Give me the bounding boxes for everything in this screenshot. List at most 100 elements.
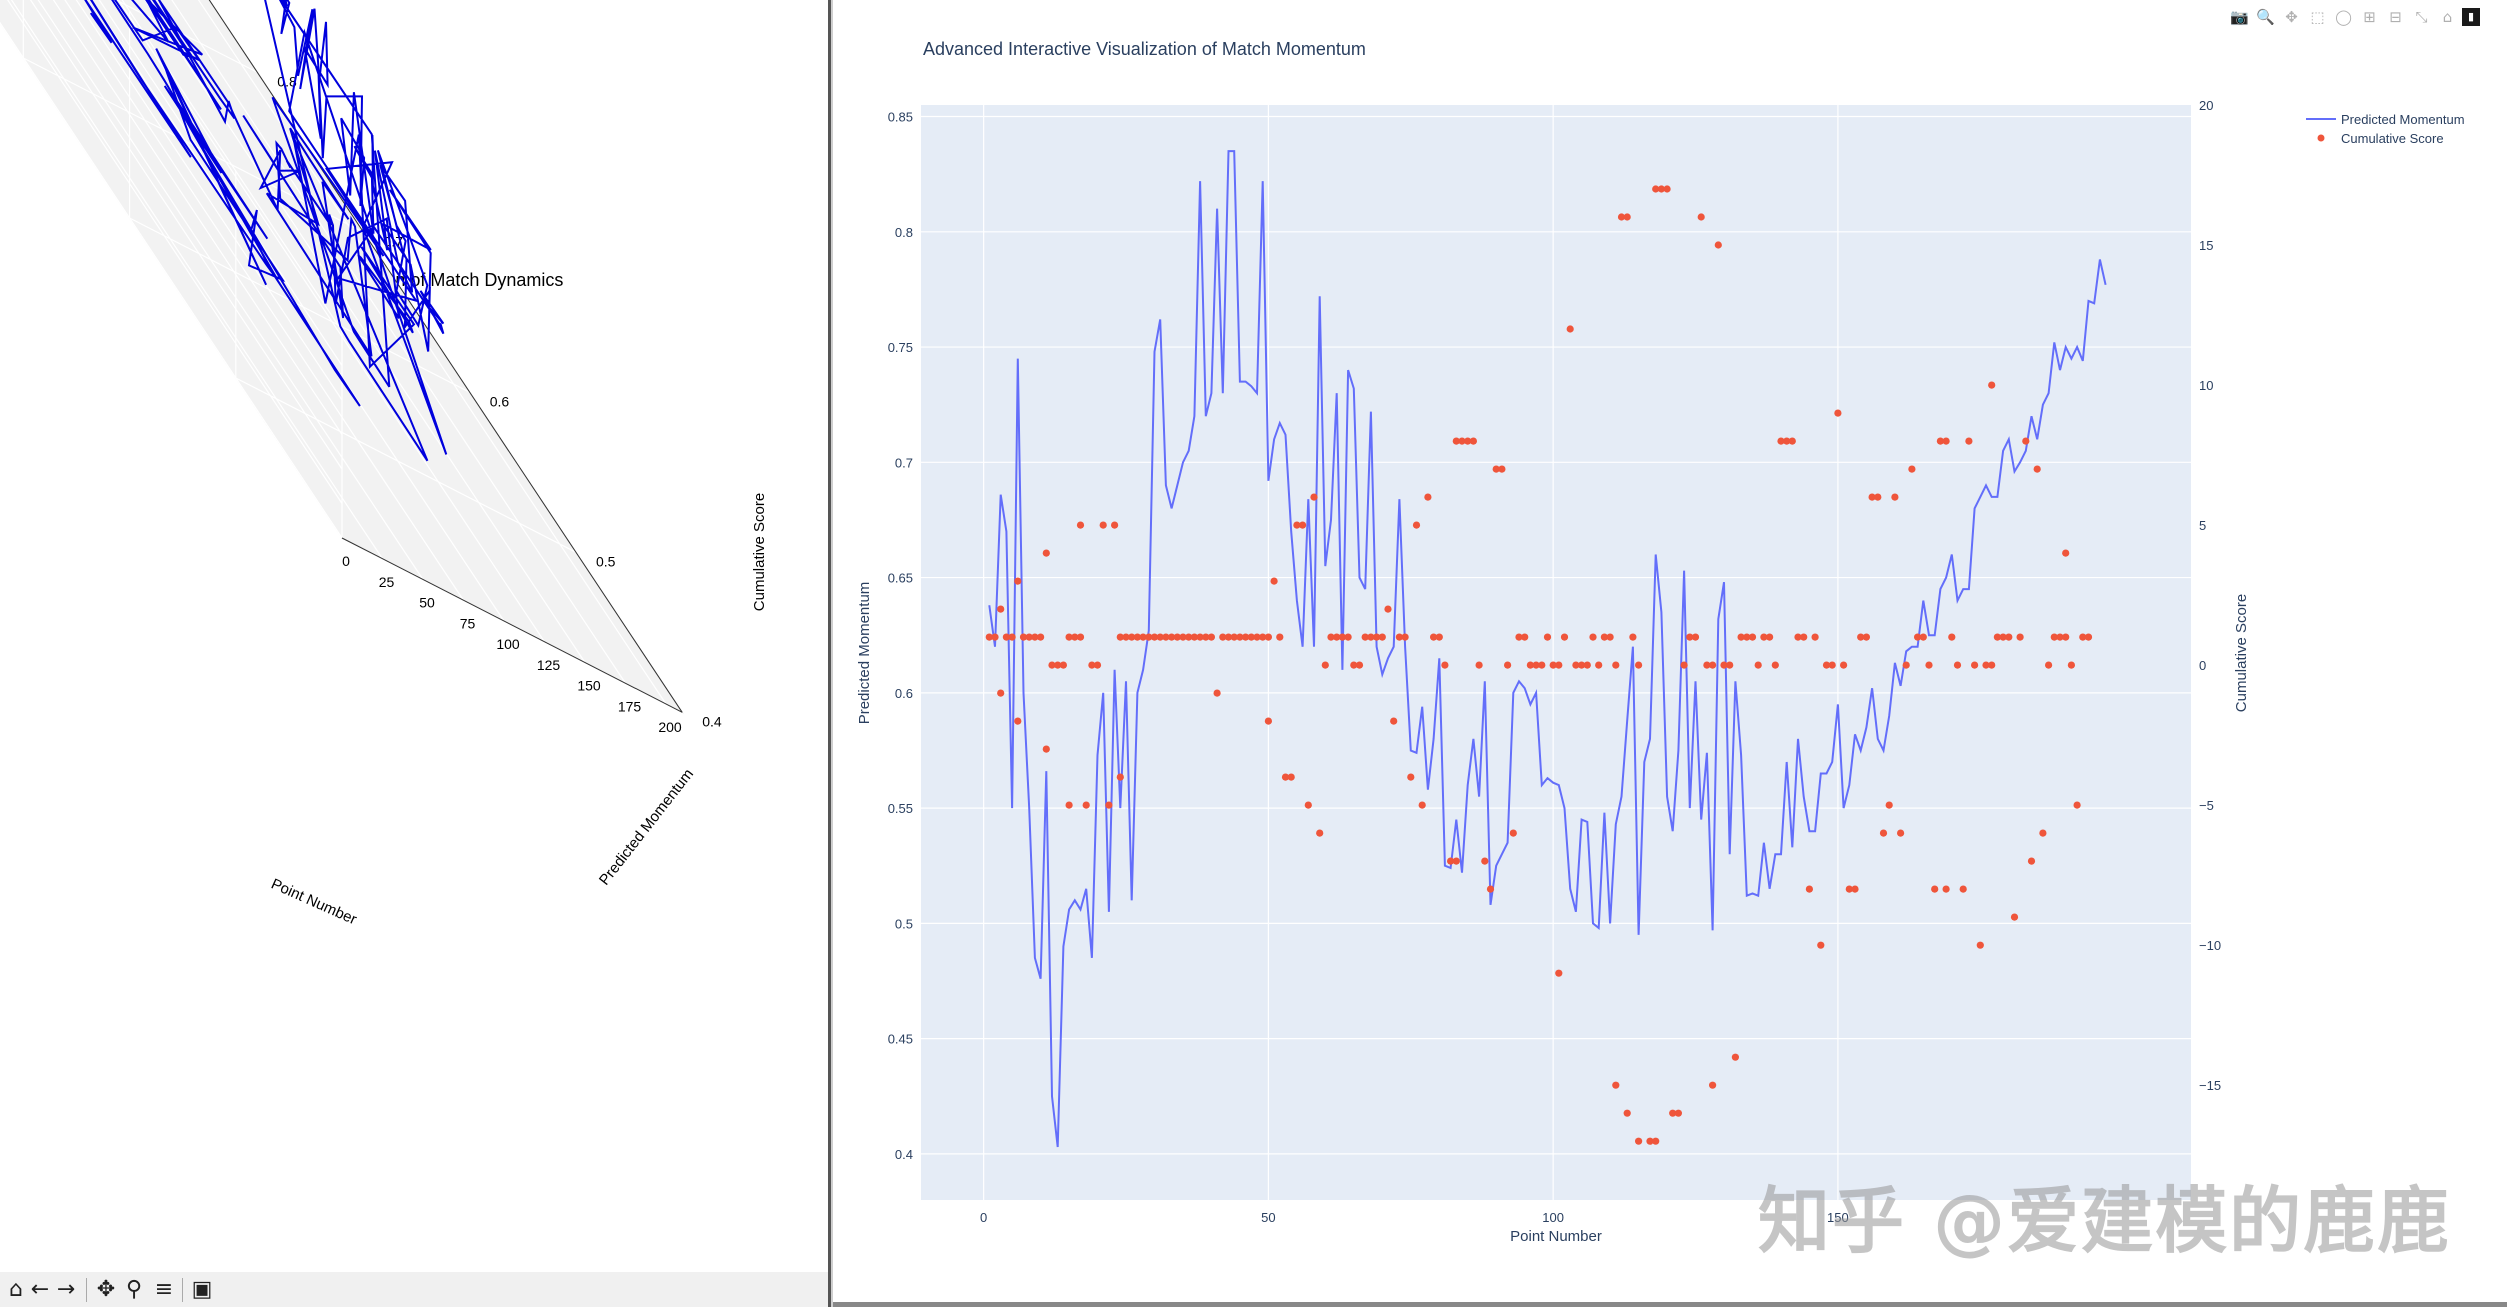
score-point[interactable] (1578, 661, 1586, 669)
score-point[interactable] (997, 605, 1005, 613)
score-point[interactable] (1458, 437, 1466, 445)
score-point[interactable] (1543, 633, 1552, 641)
score-point[interactable] (1936, 437, 1944, 445)
score-point[interactable] (1840, 661, 1848, 669)
score-point[interactable] (1464, 437, 1472, 445)
legend-item-cumulative-score[interactable]: Cumulative Score (2341, 131, 2444, 146)
score-point[interactable] (1560, 633, 1569, 641)
zoom-out-icon[interactable]: ⊟ (2389, 8, 2402, 26)
score-point[interactable] (2033, 465, 2041, 473)
score-point[interactable] (1783, 437, 1791, 445)
score-point[interactable] (1600, 633, 1608, 641)
score-point[interactable] (1253, 633, 1261, 641)
score-point[interactable] (1498, 465, 1506, 473)
score-point[interactable] (1430, 633, 1438, 641)
score-point[interactable] (1304, 801, 1312, 809)
score-point[interactable] (1788, 437, 1796, 445)
zoom-icon[interactable]: 🔍 (2256, 8, 2275, 26)
predicted-momentum-line[interactable] (988, 150, 2107, 1148)
score-point[interactable] (1652, 1137, 1660, 1145)
score-point[interactable] (2022, 437, 2030, 445)
score-point[interactable] (1720, 661, 1728, 669)
score-point[interactable] (1874, 493, 1882, 501)
score-point[interactable] (2050, 633, 2058, 641)
score-point[interactable] (1156, 633, 1164, 641)
score-point[interactable] (1492, 465, 1500, 473)
cumulative-score-markers[interactable] (985, 185, 2093, 1145)
score-point[interactable] (2079, 633, 2087, 641)
save-icon[interactable]: ▣ (191, 1277, 213, 1302)
score-point[interactable] (2062, 633, 2070, 641)
score-point[interactable] (1281, 773, 1290, 781)
score-point[interactable] (1885, 801, 1893, 809)
score-point[interactable] (2005, 633, 2013, 641)
score-point[interactable] (1697, 213, 1705, 221)
score-point[interactable] (2067, 661, 2075, 669)
score-point[interactable] (1168, 633, 1176, 641)
pan-icon[interactable]: ✥ (96, 1277, 116, 1302)
score-point[interactable] (1452, 857, 1460, 865)
score-point[interactable] (1606, 633, 1614, 641)
score-point[interactable] (1378, 633, 1386, 641)
pan-icon[interactable]: ✥ (2285, 8, 2298, 26)
score-point[interactable] (1897, 829, 1905, 837)
score-point[interactable] (991, 633, 999, 641)
score-point[interactable] (1373, 633, 1381, 641)
score-point[interactable] (1065, 633, 1073, 641)
box-select-icon[interactable]: ⬚ (2310, 8, 2325, 26)
score-point[interactable] (1942, 437, 1950, 445)
score-point[interactable] (1674, 1109, 1682, 1117)
score-point[interactable] (1635, 661, 1643, 669)
score-point[interactable] (1207, 633, 1215, 641)
score-point[interactable] (1589, 633, 1597, 641)
score-point[interactable] (1526, 661, 1534, 669)
score-point[interactable] (1766, 633, 1774, 641)
score-point[interactable] (1549, 661, 1557, 669)
score-point[interactable] (1088, 661, 1096, 669)
score-point[interactable] (1116, 633, 1124, 641)
score-point[interactable] (1179, 633, 1187, 641)
score-point[interactable] (1691, 633, 1700, 641)
score-point[interactable] (1264, 633, 1272, 641)
score-point[interactable] (1760, 633, 1768, 641)
score-point[interactable] (1811, 633, 1819, 641)
score-point[interactable] (1190, 633, 1198, 641)
score-point[interactable] (1771, 661, 1779, 669)
score-point[interactable] (1737, 633, 1745, 641)
score-point[interactable] (1669, 1109, 1677, 1117)
score-point[interactable] (1748, 633, 1757, 641)
score-point[interactable] (1583, 661, 1591, 669)
score-point[interactable] (1310, 493, 1318, 501)
score-point[interactable] (1145, 633, 1153, 641)
score-point[interactable] (1612, 661, 1620, 669)
score-point[interactable] (1868, 493, 1876, 501)
score-point[interactable] (1361, 633, 1369, 641)
score-point[interactable] (1657, 185, 1665, 193)
score-point[interactable] (1879, 829, 1888, 837)
score-point[interactable] (1965, 437, 1973, 445)
score-point[interactable] (1219, 633, 1227, 641)
score-point[interactable] (1270, 577, 1278, 585)
score-point[interactable] (1635, 1137, 1643, 1145)
back-arrow-icon[interactable]: ← (30, 1277, 50, 1302)
score-point[interactable] (1185, 633, 1193, 641)
score-point[interactable] (1475, 661, 1483, 669)
score-point[interactable] (1993, 633, 2001, 641)
score-point[interactable] (1777, 437, 1785, 445)
score-point[interactable] (1418, 801, 1426, 809)
score-point[interactable] (1834, 409, 1842, 417)
score-point[interactable] (1173, 633, 1181, 641)
score-point[interactable] (1743, 633, 1751, 641)
score-point[interactable] (1652, 185, 1660, 193)
score-point[interactable] (1509, 829, 1517, 837)
score-point[interactable] (1042, 745, 1050, 753)
score-point[interactable] (1435, 633, 1443, 641)
score-point[interactable] (1452, 437, 1460, 445)
score-point[interactable] (1424, 493, 1432, 501)
autoscale-icon[interactable]: ⤡ (2415, 8, 2428, 26)
score-point[interactable] (1025, 633, 1033, 641)
score-point[interactable] (1532, 661, 1540, 669)
score-point[interactable] (1196, 633, 1204, 641)
score-point[interactable] (1122, 633, 1130, 641)
score-point[interactable] (1623, 1109, 1631, 1117)
